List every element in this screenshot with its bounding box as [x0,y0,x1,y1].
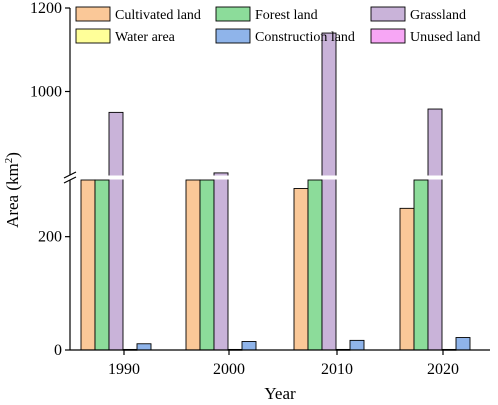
bar-grassland-2020 [427,108,443,351]
legend-label-grassland: Grassland [410,8,466,23]
legend-label-forest-land: Forest land [255,8,318,23]
legend-swatch-grassland [370,6,406,22]
axis-break-mark-1 [63,171,77,179]
bar-forest-land-2010 [307,179,323,351]
y-tick-label-200: 200 [38,229,62,246]
bar-forest-land-2000 [199,179,215,351]
legend: Cultivated land Forest land Grassland Water… [75,6,480,45]
legend-swatch-cultivated-land [75,6,111,22]
bar-forest-land-2020 [413,179,429,351]
bar-cultivated-land-2000 [185,179,201,351]
y-tick-label-1200: 1200 [30,0,62,17]
bar-construction-land-2000 [241,341,257,351]
bar-grassland-2010 [321,32,337,351]
bar-construction-land-2020 [455,337,471,351]
x-tick-label-1990: 1990 [108,361,140,378]
legend-label-unused-land: Unused land [410,30,480,45]
x-tick-label-2020: 2020 [427,361,459,378]
bar-grassland-1990 [108,111,124,351]
legend-swatch-construction-land [215,28,251,44]
legend-swatch-water-area [75,28,111,44]
bar-cultivated-land-1990 [80,179,96,351]
legend-label-cultivated-land: Cultivated land [115,8,201,23]
bar-construction-land-1990 [136,343,152,351]
legend-label-construction-land: Construction land [255,30,355,45]
x-tick-label-2010: 2010 [321,361,353,378]
y-axis-title: Area (km2) [3,152,22,228]
y-tick-label-1000: 1000 [30,84,62,101]
x-tick-label-2000: 2000 [213,361,245,378]
bars-layer [80,32,471,351]
axis-break-gap [66,175,491,180]
bar-cultivated-land-2020 [399,207,415,351]
legend-swatch-forest-land [215,6,251,22]
y-tick-label-0: 0 [54,342,62,359]
bar-grassland-2000 [213,172,229,351]
bar-forest-land-1990 [94,179,110,351]
legend-swatch-unused-land [370,28,406,44]
bar-cultivated-land-2010 [293,188,309,351]
bar-construction-land-2010 [349,339,365,351]
axes-layer: 0 200 1000 1200 1990 2000 2010 2020 [30,0,491,378]
axis-break-mark-2 [63,176,77,184]
x-axis-title: Year [264,384,296,403]
legend-label-water-area: Water area [115,30,176,45]
